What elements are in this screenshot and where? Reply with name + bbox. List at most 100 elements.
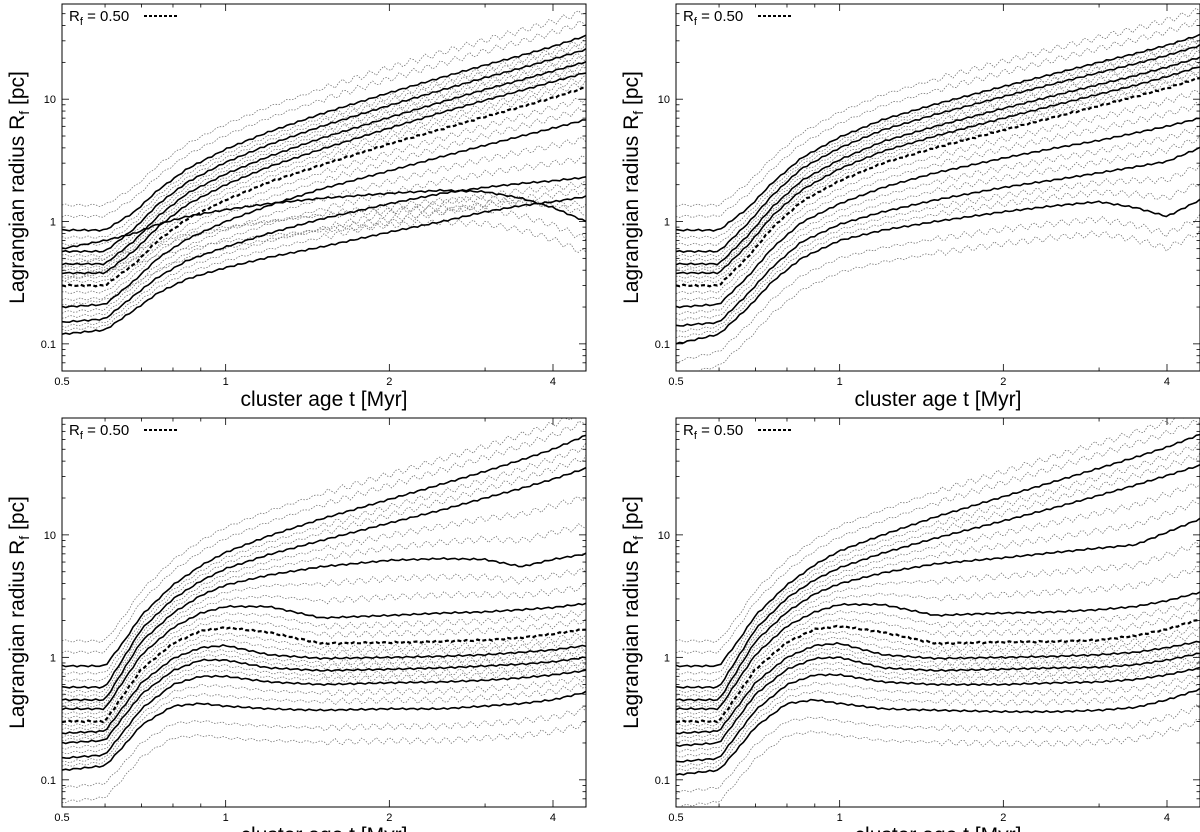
plot-area: [676, 418, 1200, 807]
series-minor-line: [62, 658, 586, 750]
plot-area: [62, 418, 586, 804]
x-tick-label: 1: [223, 812, 229, 824]
series-minor-line: [676, 125, 1200, 315]
series-minor-line: [62, 180, 586, 328]
series-minor-line: [62, 53, 586, 258]
legend: Rf = 0.50: [683, 8, 792, 28]
x-tick-label: 4: [1164, 376, 1170, 388]
series-minor-line: [62, 186, 586, 332]
series-minor-line: [62, 632, 586, 727]
series-line-r-f-0-95: [676, 433, 1200, 668]
series-minor-line: [62, 637, 586, 731]
plot-area: [676, 7, 1200, 371]
series-minor-line: [62, 523, 586, 698]
series-minor-line: [690, 229, 1200, 371]
x-tick-label: 4: [550, 812, 556, 824]
chart-panel-top-right: 0.1 1 10 0.5 1 2 4 cluster age t [Myr] Lagrangia…: [620, 3, 1200, 411]
series-minor-line: [62, 42, 586, 247]
y-tick-label: 1: [664, 217, 670, 229]
series-line-r-f-0-50: [676, 77, 1200, 288]
series-minor-line: [62, 55, 586, 262]
y-tick-label: 10: [658, 94, 670, 106]
x-tick-label: 1: [837, 376, 843, 388]
x-axis-label: cluster age t [Myr]: [855, 824, 1022, 832]
y-tick-label: 0.1: [41, 775, 56, 787]
legend: Rf = 0.50: [69, 8, 178, 28]
series-minor-line: [676, 704, 1200, 794]
series-line-r-f-0-80: [62, 60, 586, 266]
series-minor-line: [62, 662, 586, 754]
chart-panel-bottom-left: 0.1 1 10 0.5 1 2 4 cluster age t [Myr] Lagrangia…: [6, 417, 587, 832]
series-line-r-f-0-50: [676, 618, 1200, 724]
series-line-r-f-0-95: [676, 33, 1200, 232]
series-minor-line: [62, 706, 586, 790]
series-line-r-f-0-70: [62, 602, 586, 711]
series-minor-line: [676, 597, 1200, 715]
series-minor-line: [676, 719, 1200, 807]
legend-label: Rf = 0.50: [69, 8, 129, 28]
series-minor-line: [676, 643, 1200, 739]
series-minor-line: [62, 675, 586, 764]
series-line-r-f-0-20: [676, 117, 1200, 309]
series-minor-line: [676, 483, 1200, 694]
legend-label: Rf = 0.50: [683, 422, 743, 442]
x-axis-label: cluster age t [Myr]: [855, 388, 1022, 411]
series-minor-line: [62, 199, 586, 307]
series-line-r-f-0-95: [62, 34, 586, 232]
series-line-r-f-0-70: [676, 66, 1200, 275]
series-minor-line: [62, 442, 586, 675]
x-tick-label: 0.5: [54, 376, 69, 388]
series-minor-line: [62, 683, 586, 767]
chart-panel-top-left: 0.1 1 10 0.5 1 2 4 cluster age t [Myr] Lagrangia…: [6, 3, 587, 411]
series-line-r-f-0-90: [676, 44, 1200, 254]
x-tick-label: 1: [223, 376, 229, 388]
y-tick-label: 1: [50, 217, 56, 229]
series-line-r-f-0-10: [676, 666, 1200, 763]
y-tick-label: 1: [50, 652, 56, 664]
series-line-r-f-0-70: [676, 591, 1200, 711]
x-axis-label: cluster age t [Myr]: [241, 824, 408, 832]
series-minor-line: [676, 441, 1200, 675]
series-minor-line: [676, 452, 1200, 682]
series-line-r-f-0-05: [676, 198, 1200, 345]
axes-frame: [675, 417, 1200, 808]
series-minor-line: [676, 680, 1200, 772]
series-minor-line: [62, 66, 586, 272]
axes-frame: [61, 417, 587, 808]
x-tick-label: 2: [386, 812, 392, 824]
series-minor-line: [62, 650, 586, 742]
x-tick-label: 4: [1164, 812, 1170, 824]
series-minor-line: [62, 97, 586, 295]
series-line-r-f-0-20: [676, 652, 1200, 748]
series-minor-line: [676, 60, 1200, 272]
series-line-r-f-0-20: [62, 119, 586, 309]
series-minor-line: [62, 137, 586, 314]
x-tick-label: 2: [1000, 376, 1006, 388]
x-tick-label: 0.5: [668, 812, 683, 824]
series-line-r-f-0-05: [62, 195, 586, 336]
series-line-r-f-0-50: [62, 86, 586, 288]
series-line-r-f-0-95: [62, 434, 586, 668]
series-line-r-f-0-20: [62, 656, 586, 745]
series-minor-line: [62, 583, 586, 708]
series-minor-line: [676, 101, 1200, 302]
series-minor-line: [62, 218, 586, 282]
axes-frame: [61, 3, 587, 372]
series-line-r-f-0-10: [676, 146, 1200, 327]
series-minor-line: [676, 213, 1200, 362]
x-tick-label: 1: [837, 812, 843, 824]
series-minor-line: [676, 19, 1200, 218]
series-minor-line: [62, 420, 586, 654]
series-minor-line: [676, 182, 1200, 339]
series-minor-line: [62, 204, 586, 268]
x-tick-label: 2: [386, 376, 392, 388]
legend: Rf = 0.50: [683, 422, 792, 442]
series-minor-line: [676, 72, 1200, 284]
series-minor-line: [62, 195, 586, 278]
series-minor-line: [676, 499, 1200, 698]
series-line-r-f-0-50: [62, 626, 586, 724]
x-axis-label: cluster age t [Myr]: [241, 388, 408, 411]
series-minor-line: [62, 608, 586, 715]
series-minor-line: [676, 40, 1200, 247]
